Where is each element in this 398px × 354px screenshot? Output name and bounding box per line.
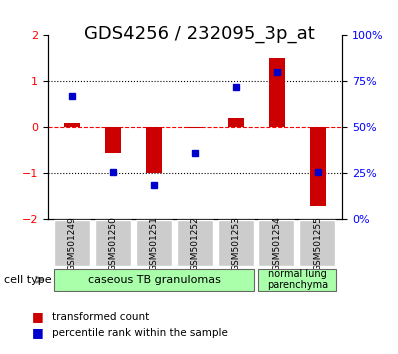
Text: GSM501250: GSM501250 bbox=[109, 216, 118, 271]
Bar bbox=[310, 127, 326, 206]
Bar bbox=[269, 58, 285, 127]
Text: GDS4256 / 232095_3p_at: GDS4256 / 232095_3p_at bbox=[84, 25, 314, 43]
FancyBboxPatch shape bbox=[258, 268, 336, 291]
FancyBboxPatch shape bbox=[136, 221, 172, 266]
FancyBboxPatch shape bbox=[177, 221, 213, 266]
Bar bbox=[146, 127, 162, 173]
Text: percentile rank within the sample: percentile rank within the sample bbox=[52, 328, 228, 338]
Bar bbox=[105, 127, 121, 153]
FancyBboxPatch shape bbox=[299, 221, 336, 266]
Text: cell type: cell type bbox=[4, 275, 52, 285]
Text: GSM501255: GSM501255 bbox=[313, 216, 322, 271]
Text: normal lung
parenchyma: normal lung parenchyma bbox=[267, 269, 328, 291]
Text: GSM501249: GSM501249 bbox=[68, 216, 77, 271]
Bar bbox=[64, 123, 80, 127]
Bar bbox=[228, 118, 244, 127]
Bar bbox=[187, 127, 203, 129]
Text: GSM501251: GSM501251 bbox=[150, 216, 159, 271]
FancyBboxPatch shape bbox=[54, 268, 254, 291]
FancyBboxPatch shape bbox=[258, 221, 295, 266]
FancyBboxPatch shape bbox=[54, 221, 90, 266]
FancyBboxPatch shape bbox=[95, 221, 131, 266]
Text: caseous TB granulomas: caseous TB granulomas bbox=[88, 275, 220, 285]
Text: ■: ■ bbox=[32, 310, 44, 323]
Text: GSM501254: GSM501254 bbox=[272, 216, 281, 271]
Text: ■: ■ bbox=[32, 326, 44, 339]
Text: GSM501253: GSM501253 bbox=[231, 216, 240, 271]
Text: transformed count: transformed count bbox=[52, 312, 149, 322]
FancyBboxPatch shape bbox=[218, 221, 254, 266]
Text: GSM501252: GSM501252 bbox=[191, 216, 199, 271]
